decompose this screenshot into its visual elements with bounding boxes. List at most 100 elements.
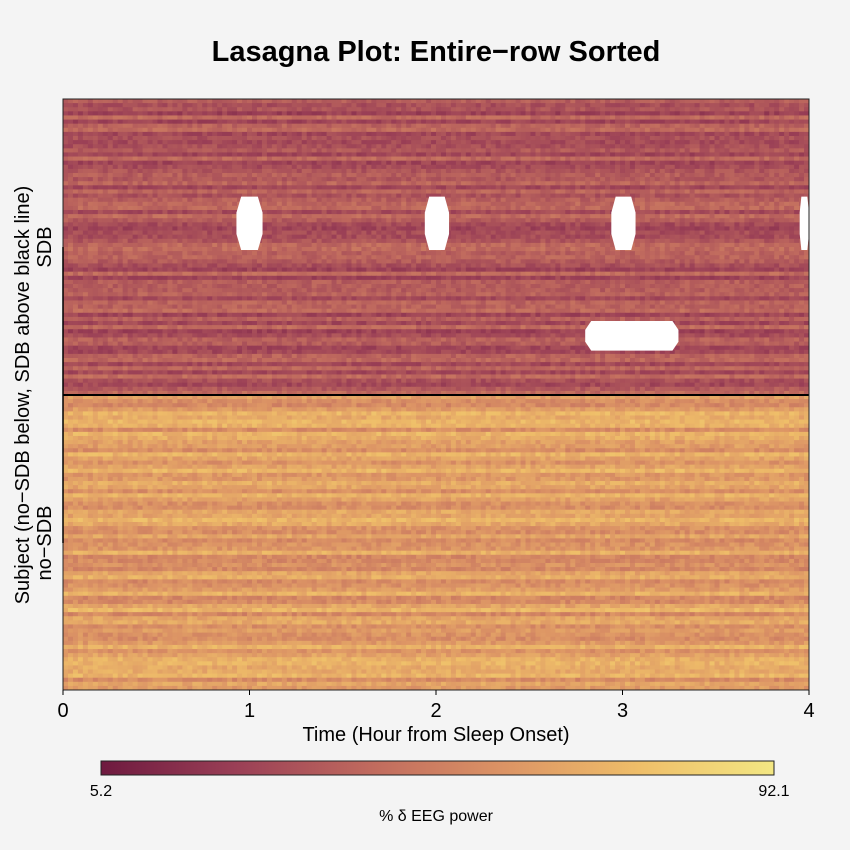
heatmap-cell	[516, 202, 521, 207]
heatmap-cell	[724, 140, 729, 145]
heatmap-cell	[461, 140, 466, 145]
heatmap-cell	[302, 148, 307, 153]
heatmap-cell	[535, 128, 540, 133]
heatmap-cell	[605, 103, 610, 108]
heatmap-cell	[396, 206, 401, 211]
heatmap-cell	[93, 152, 98, 157]
heatmap-cell	[386, 198, 391, 203]
heatmap-cell	[744, 206, 749, 211]
heatmap-cell	[148, 181, 153, 186]
heatmap-cell	[242, 144, 247, 149]
heatmap-cell	[391, 181, 396, 186]
heatmap-cell	[401, 128, 406, 133]
heatmap-cell	[670, 144, 675, 149]
heatmap-cell	[257, 120, 262, 125]
heatmap-cell	[396, 103, 401, 108]
heatmap-cell	[371, 218, 376, 223]
heatmap-cell	[545, 169, 550, 174]
heatmap-cell	[754, 128, 759, 133]
heatmap-cell	[769, 231, 774, 236]
heatmap-cell	[665, 120, 670, 125]
heatmap-cell	[794, 136, 799, 141]
heatmap-cell	[794, 185, 799, 190]
heatmap-cell	[63, 194, 68, 199]
heatmap-cell	[337, 115, 342, 120]
heatmap-cell	[381, 120, 386, 125]
heatmap-cell	[526, 222, 531, 227]
heatmap-cell	[491, 111, 496, 116]
heatmap-cell	[600, 124, 605, 129]
heatmap-cell	[779, 173, 784, 178]
heatmap-cell	[560, 165, 565, 170]
heatmap-cell	[640, 124, 645, 129]
heatmap-cell	[665, 99, 670, 104]
heatmap-cell	[719, 120, 724, 125]
heatmap-cell	[600, 136, 605, 141]
heatmap-cell	[386, 185, 391, 190]
heatmap-cell	[620, 157, 625, 162]
heatmap-cell	[177, 136, 182, 141]
heatmap-cell	[516, 185, 521, 190]
heatmap-cell	[103, 181, 108, 186]
heatmap-cell	[744, 231, 749, 236]
heatmap-cell	[744, 165, 749, 170]
heatmap-cell	[133, 222, 138, 227]
heatmap-cell	[73, 177, 78, 182]
heatmap-cell	[172, 115, 177, 120]
heatmap-cell	[356, 107, 361, 112]
heatmap-cell	[63, 177, 68, 182]
heatmap-cell	[172, 206, 177, 211]
heatmap-cell	[650, 181, 655, 186]
heatmap-cell	[197, 214, 202, 219]
heatmap-cell	[585, 144, 590, 149]
heatmap-cell	[734, 198, 739, 203]
heatmap-cell	[292, 148, 297, 153]
heatmap-cell	[172, 103, 177, 108]
heatmap-cell	[153, 198, 158, 203]
heatmap-cell	[346, 189, 351, 194]
heatmap-cell	[187, 210, 192, 215]
heatmap-cell	[700, 132, 705, 137]
heatmap-cell	[172, 165, 177, 170]
heatmap-cell	[386, 218, 391, 223]
heatmap-cell	[247, 189, 252, 194]
heatmap-cell	[376, 194, 381, 199]
heatmap-cell	[511, 189, 516, 194]
heatmap-cell	[108, 120, 113, 125]
heatmap-cell	[63, 140, 68, 145]
heatmap-cell	[759, 214, 764, 219]
heatmap-cell	[93, 120, 98, 125]
heatmap-cell	[570, 120, 575, 125]
heatmap-cell	[550, 222, 555, 227]
heatmap-cell	[481, 198, 486, 203]
heatmap-cell	[794, 148, 799, 153]
heatmap-cell	[78, 128, 83, 133]
heatmap-cell	[307, 218, 312, 223]
heatmap-cell	[461, 210, 466, 215]
heatmap-cell	[68, 148, 73, 153]
heatmap-cell	[526, 115, 531, 120]
heatmap-cell	[565, 181, 570, 186]
heatmap-cell	[327, 132, 332, 137]
heatmap-cell	[197, 165, 202, 170]
heatmap-cell	[794, 202, 799, 207]
heatmap-cell	[148, 177, 153, 182]
heatmap-cell	[695, 169, 700, 174]
heatmap-cell	[764, 99, 769, 104]
heatmap-cell	[332, 132, 337, 137]
heatmap-cell	[461, 185, 466, 190]
heatmap-cell	[451, 120, 456, 125]
heatmap-cell	[68, 222, 73, 227]
heatmap-cell	[68, 185, 73, 190]
heatmap-cell	[361, 103, 366, 108]
heatmap-cell	[252, 152, 257, 157]
heatmap-cell	[784, 206, 789, 211]
heatmap-cell	[217, 194, 222, 199]
heatmap-cell	[257, 132, 262, 137]
heatmap-cell	[182, 157, 187, 162]
heatmap-cell	[545, 103, 550, 108]
heatmap-cell	[545, 136, 550, 141]
heatmap-cell	[416, 177, 421, 182]
heatmap-cell	[401, 214, 406, 219]
heatmap-cell	[262, 140, 267, 145]
